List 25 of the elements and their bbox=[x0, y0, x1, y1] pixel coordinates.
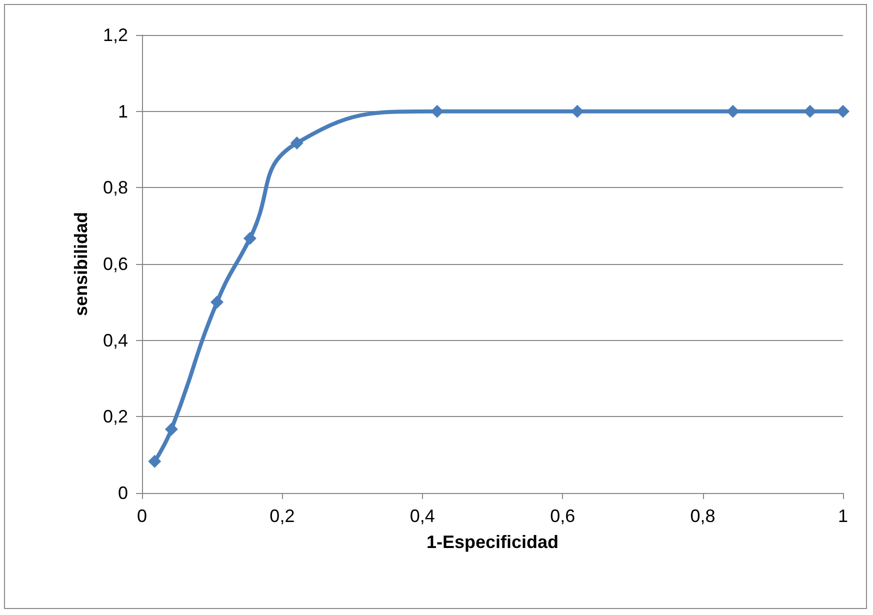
y-tick-label: 0,8 bbox=[102, 178, 128, 198]
x-tick-label: 1 bbox=[838, 506, 848, 526]
point bbox=[570, 104, 584, 118]
x-tick-label: 0,2 bbox=[270, 506, 295, 526]
point bbox=[243, 232, 256, 245]
y-tick-label: 0 bbox=[118, 483, 128, 503]
y-tick-label: 0,4 bbox=[102, 330, 128, 350]
point bbox=[804, 104, 817, 118]
y-tick-label: 1,2 bbox=[102, 25, 128, 45]
point bbox=[148, 454, 162, 468]
y-tick-label: 0,2 bbox=[102, 406, 128, 427]
y-tick-label: 0,6 bbox=[102, 254, 128, 274]
point bbox=[726, 104, 740, 118]
point bbox=[290, 136, 304, 150]
x-tick-label: 0,6 bbox=[550, 506, 576, 526]
x-tick-label: 0,8 bbox=[690, 506, 716, 526]
x-tick-label: 0 bbox=[136, 506, 148, 526]
point bbox=[430, 104, 444, 118]
x-tick-label: 0,4 bbox=[410, 506, 435, 526]
y-axis-title: sensibilidad bbox=[71, 212, 91, 316]
x-axis-title: 1-Especificidad bbox=[426, 532, 559, 552]
point bbox=[210, 296, 224, 309]
point bbox=[836, 104, 850, 118]
point bbox=[164, 422, 178, 436]
y-tick-label: 1 bbox=[118, 101, 128, 122]
